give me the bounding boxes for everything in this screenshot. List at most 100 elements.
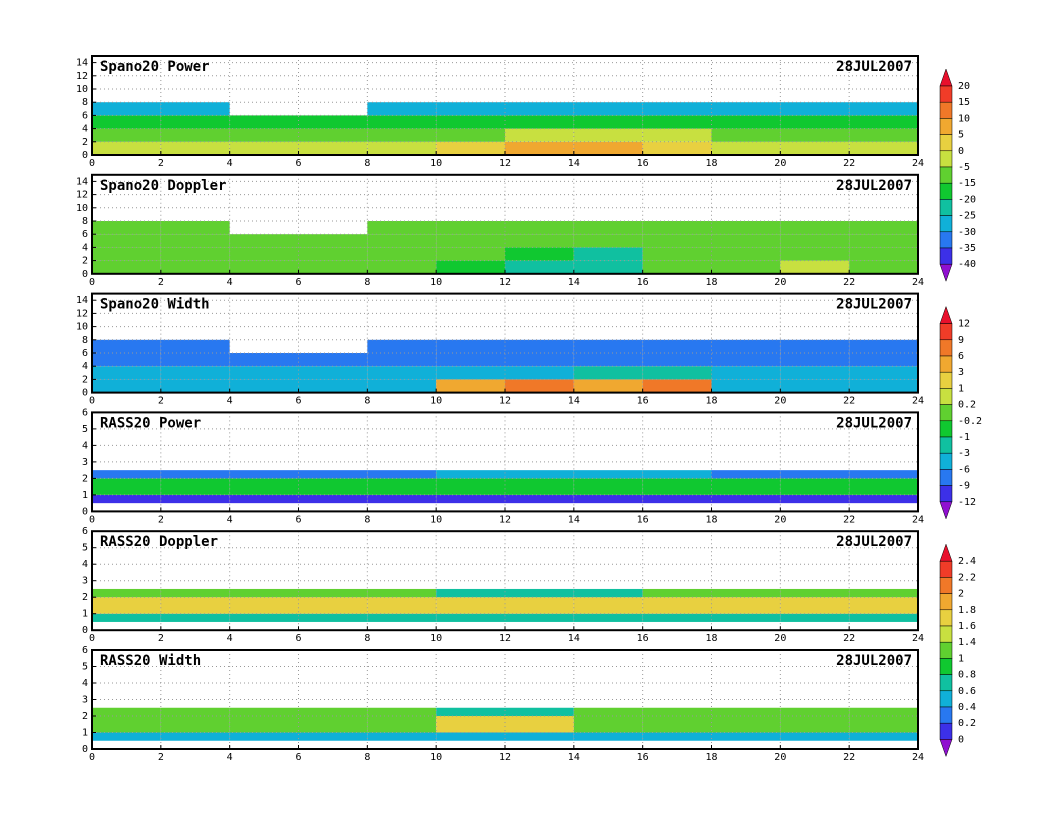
colorbar-box <box>939 485 953 503</box>
y-tick-label: 8 <box>82 216 88 227</box>
heat-cell <box>92 221 161 235</box>
heat-cell <box>229 707 299 716</box>
heat-cell <box>436 221 505 235</box>
colorbar-box <box>939 371 953 389</box>
heat-cell <box>229 470 299 479</box>
x-tick-label: 6 <box>295 396 301 407</box>
y-tick-label: 14 <box>76 295 88 306</box>
heat-cell <box>298 353 368 367</box>
colorbar-box <box>939 215 953 233</box>
heat-cell <box>573 366 643 380</box>
x-tick-label: 18 <box>705 752 717 763</box>
colorbar-cap <box>939 501 953 520</box>
heat-cell <box>573 494 643 504</box>
colorbar-box <box>939 706 953 724</box>
heat-cell <box>573 247 643 261</box>
y-tick-label: 4 <box>82 559 88 570</box>
colorbar-box <box>939 118 953 135</box>
x-tick-label: 8 <box>364 514 370 525</box>
heat-cell <box>367 707 437 716</box>
colorbar-box <box>939 436 953 454</box>
x-tick-label: 4 <box>227 277 233 288</box>
x-tick-label: 18 <box>705 633 717 644</box>
heat-cell <box>849 613 918 622</box>
colorbar-box <box>939 231 953 249</box>
colorbar-box <box>939 560 953 578</box>
heat-cell <box>160 597 230 614</box>
x-tick-label: 6 <box>295 752 301 763</box>
heat-cell <box>505 128 574 142</box>
colorbar-box <box>939 404 953 422</box>
colorbar-label: 0.2 <box>958 400 976 411</box>
heat-cell <box>367 470 437 479</box>
x-tick-label: 14 <box>568 752 580 763</box>
colorbar-box <box>939 166 953 184</box>
x-tick-label: 12 <box>499 633 511 644</box>
heat-cell <box>92 379 161 393</box>
heat-cell <box>505 366 574 380</box>
heat-cell <box>642 102 712 116</box>
colorbar-box <box>939 134 953 152</box>
colorbar-label: 1 <box>958 383 964 394</box>
heat-cell <box>573 339 643 353</box>
heat-cell <box>298 588 368 598</box>
x-tick-label: 16 <box>637 752 649 763</box>
x-tick-label: 20 <box>774 752 786 763</box>
heat-cell <box>160 716 230 733</box>
heat-cell <box>160 707 230 716</box>
heat-cell <box>229 613 299 622</box>
x-tick-label: 14 <box>568 158 580 169</box>
y-tick-label: 6 <box>82 348 88 359</box>
colorbar-box <box>939 323 953 341</box>
heat-cell <box>505 234 574 248</box>
heat-cell <box>642 366 712 380</box>
heat-cell <box>780 141 850 155</box>
heat-cell <box>367 597 437 614</box>
heat-cell <box>367 732 437 741</box>
heat-cell <box>229 716 299 733</box>
x-tick-label: 8 <box>364 633 370 644</box>
heat-cell <box>298 141 368 155</box>
heat-cell <box>780 732 850 741</box>
heat-cell <box>367 102 437 116</box>
x-tick-label: 20 <box>774 396 786 407</box>
y-tick-label: 10 <box>76 322 88 333</box>
heat-cell <box>160 247 230 261</box>
heat-cell <box>229 597 299 614</box>
heat-cell <box>367 478 437 495</box>
heat-cell <box>92 588 161 598</box>
heat-cell <box>711 732 781 741</box>
colorbar-box <box>939 247 953 265</box>
heat-cell <box>505 353 574 367</box>
heat-cell <box>780 494 850 504</box>
heat-cell <box>367 366 437 380</box>
heat-cell <box>229 732 299 741</box>
heat-cell <box>367 494 437 504</box>
heat-cell <box>436 128 505 142</box>
colorbar-label: 2.2 <box>958 572 976 583</box>
colorbar-label: -35 <box>958 243 976 254</box>
y-tick-label: 6 <box>82 229 88 240</box>
y-tick-label: 1 <box>82 490 88 501</box>
heat-cell <box>229 366 299 380</box>
panel-date: 28JUL2007 <box>836 297 912 313</box>
colorbar-label: -1 <box>958 432 970 443</box>
heat-cell <box>711 597 781 614</box>
colorbar-box <box>939 452 953 470</box>
heat-cell <box>298 494 368 504</box>
y-tick-label: 1 <box>82 609 88 620</box>
heat-cell <box>367 115 437 129</box>
heat-cell <box>92 597 161 614</box>
x-tick-label: 22 <box>843 277 855 288</box>
x-tick-label: 6 <box>295 158 301 169</box>
heat-cell <box>160 115 230 129</box>
colorbar-cap <box>939 68 953 87</box>
colorbar-label: 6 <box>958 351 964 362</box>
heat-cell <box>298 128 368 142</box>
heat-cell <box>849 597 918 614</box>
heat-cell <box>92 141 161 155</box>
heat-cell <box>780 353 850 367</box>
heat-cell <box>92 366 161 380</box>
heat-cell <box>160 613 230 622</box>
x-tick-label: 16 <box>637 514 649 525</box>
